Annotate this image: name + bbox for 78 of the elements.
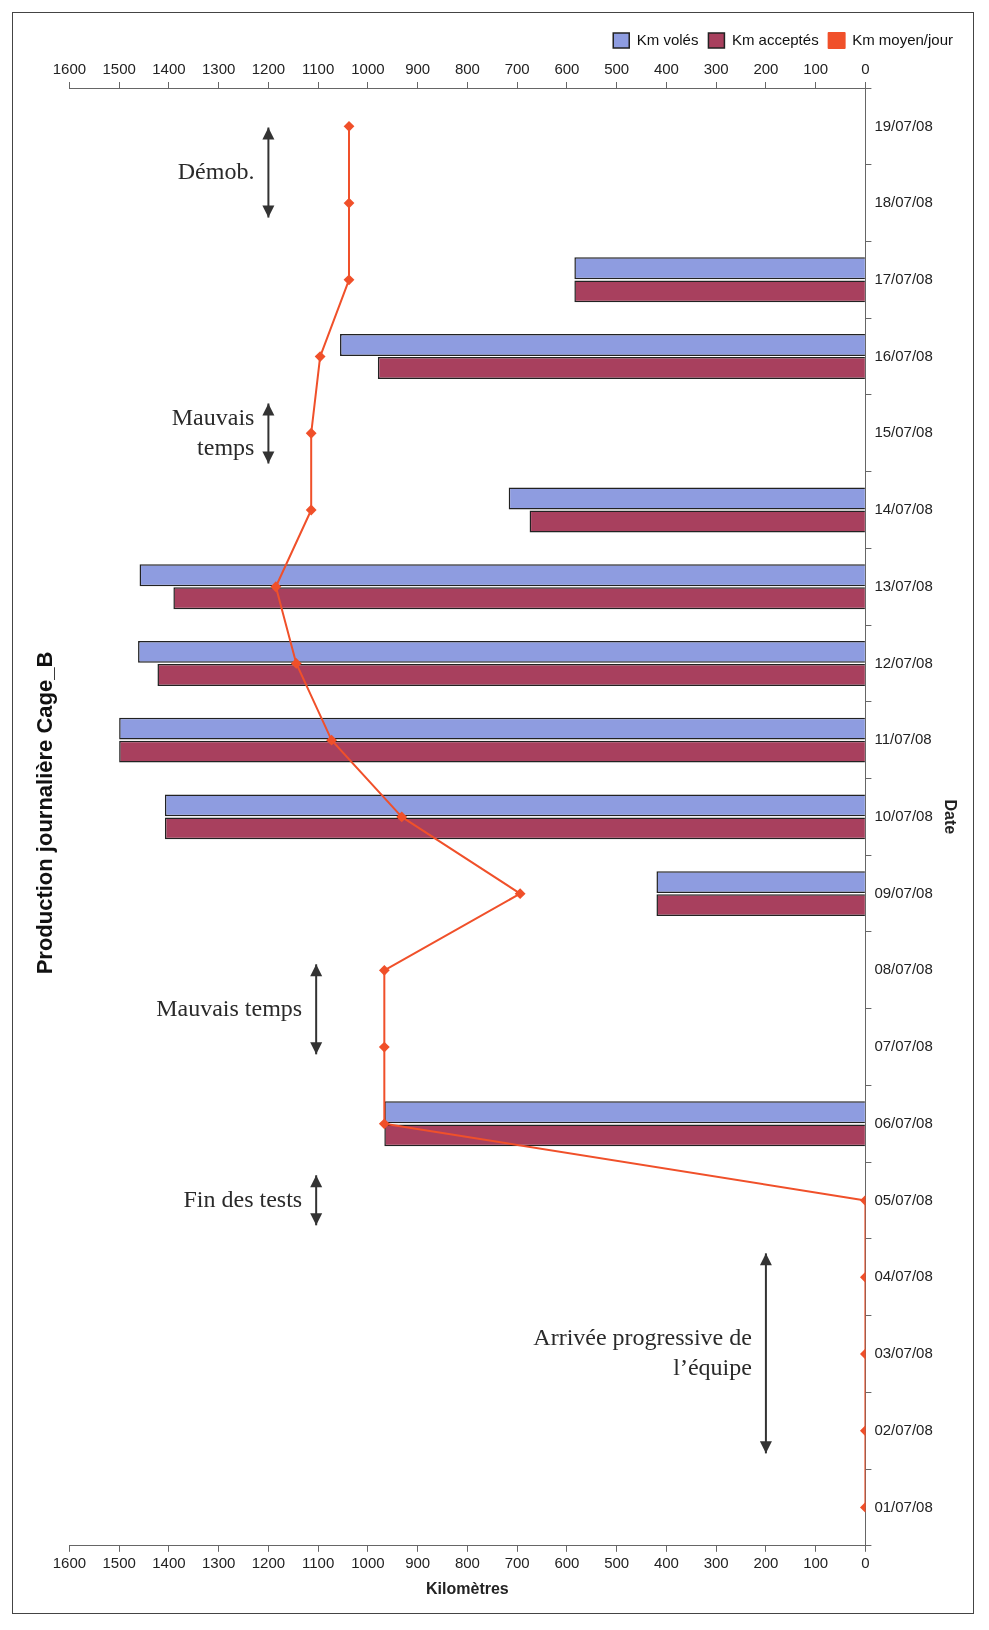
y-tick-label: 13/07/08 xyxy=(874,576,933,594)
point xyxy=(379,1042,390,1053)
annotation: Arrivée progressive de l’équipe xyxy=(533,1323,752,1380)
point xyxy=(344,121,354,132)
point xyxy=(379,965,390,976)
x-tick-label: 1100 xyxy=(302,60,335,78)
point xyxy=(315,351,326,362)
point xyxy=(291,658,302,669)
x2-tick-label: 800 xyxy=(454,1553,480,1571)
x2-tick-label: 1200 xyxy=(251,1553,286,1571)
y-tick-label: 04/07/08 xyxy=(874,1267,933,1285)
point xyxy=(344,274,354,285)
x2-tick-label: 700 xyxy=(504,1553,530,1571)
point xyxy=(515,888,526,899)
annotation: Fin des tests xyxy=(183,1185,303,1212)
y-tick-label: 19/07/08 xyxy=(874,116,933,134)
x-tick-label: 0 xyxy=(861,60,870,78)
y-tick-label: 16/07/08 xyxy=(874,346,933,364)
y-tick-label: 14/07/08 xyxy=(874,500,933,518)
point xyxy=(344,198,354,209)
x2-tick-label: 600 xyxy=(554,1553,580,1571)
legend-label: Km moyen/jour xyxy=(852,30,954,48)
x-tick-label: 500 xyxy=(604,60,630,78)
point xyxy=(306,505,317,515)
x-tick-label: 100 xyxy=(803,60,829,78)
legend-label: Km volés xyxy=(636,30,699,48)
y-axis-title: Date xyxy=(941,799,959,835)
y-tick-label: 08/07/08 xyxy=(874,960,933,978)
x2-tick-label: 200 xyxy=(753,1553,779,1571)
x-tick-label: 200 xyxy=(753,60,779,78)
y-tick-label: 17/07/08 xyxy=(874,269,933,287)
y-tick-label: 03/07/08 xyxy=(874,1344,933,1362)
annotation: Mauvais temps xyxy=(171,403,255,460)
point xyxy=(326,735,337,746)
x2-tick-label: 1100 xyxy=(302,1553,335,1571)
x-tick-label: 1600 xyxy=(52,60,87,78)
point xyxy=(396,811,407,822)
y-tick-label: 05/07/08 xyxy=(874,1190,933,1208)
x2-tick-label: 1500 xyxy=(102,1553,136,1571)
y-tick-label: 11/07/08 xyxy=(874,730,932,748)
x2-tick-label: 1000 xyxy=(351,1553,385,1571)
x2-tick-label: 900 xyxy=(405,1553,431,1571)
x-tick-label: 600 xyxy=(554,60,580,78)
y-tick-label: 02/07/08 xyxy=(874,1420,933,1438)
annotation: Démob. xyxy=(177,157,255,184)
y-tick-label: 10/07/08 xyxy=(874,807,933,825)
y-tick-label: 18/07/08 xyxy=(874,193,933,211)
x-tick-label: 1300 xyxy=(201,60,236,78)
y-tick-label: 07/07/08 xyxy=(874,1037,933,1055)
point xyxy=(306,428,317,439)
x2-tick-label: 300 xyxy=(703,1553,729,1571)
x-tick-label: 900 xyxy=(405,60,431,78)
x2-tick-label: 1300 xyxy=(201,1553,236,1571)
y-tick-label: 12/07/08 xyxy=(874,653,933,671)
x-tick-label: 800 xyxy=(454,60,480,78)
y-tick-label: 06/07/08 xyxy=(874,1113,933,1131)
x2-tick-label: 1600 xyxy=(52,1553,87,1571)
x2-tick-label: 0 xyxy=(861,1553,870,1571)
annotation: Mauvais temps xyxy=(156,994,303,1021)
x-tick-label: 1200 xyxy=(251,60,286,78)
y-tick-label: 15/07/08 xyxy=(874,423,933,441)
y-tick-label: 09/07/08 xyxy=(874,883,933,901)
x-tick-label: 300 xyxy=(703,60,729,78)
x-tick-label: 700 xyxy=(504,60,530,78)
x-tick-label: 1400 xyxy=(152,60,186,78)
point xyxy=(270,581,281,592)
x2-tick-label: 100 xyxy=(803,1553,829,1571)
text: Production journalière Cage_B xyxy=(32,651,58,975)
x2-tick-label: 500 xyxy=(604,1553,630,1571)
point xyxy=(379,1118,390,1129)
x2-tick-label: 400 xyxy=(653,1553,679,1571)
x2-tick-label: 1400 xyxy=(152,1553,186,1571)
legend-label: Km acceptés xyxy=(731,30,819,48)
x-tick-label: 1000 xyxy=(351,60,385,78)
x-tick-label: 400 xyxy=(653,60,679,78)
x-axis-title: Kilomètres xyxy=(426,1579,509,1597)
y-tick-label: 01/07/08 xyxy=(874,1497,933,1515)
x-tick-label: 1500 xyxy=(102,60,136,78)
